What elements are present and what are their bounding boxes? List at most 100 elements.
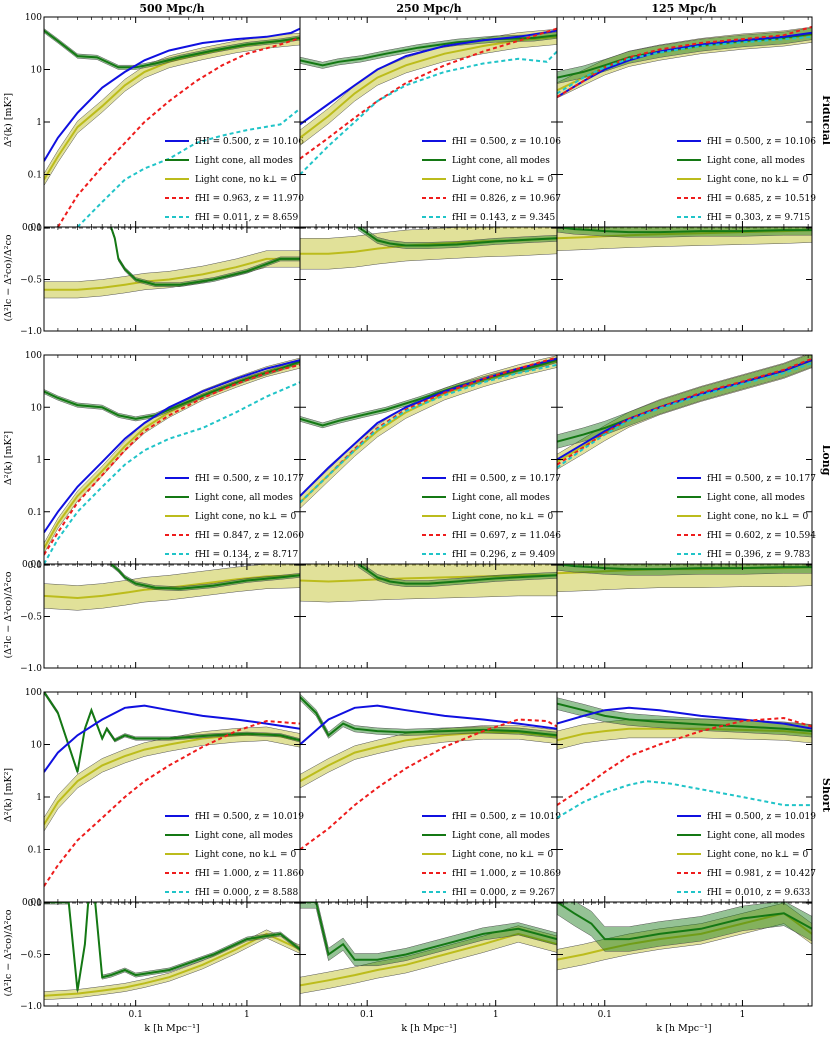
- series-line-ref: [300, 29, 557, 126]
- series-line-lc_all: [110, 564, 300, 590]
- legend-label-lc_nok: Light cone, no k⊥ = 0: [452, 175, 553, 185]
- series-line-lc_all: [357, 227, 557, 247]
- y-tick-label: −1.0: [20, 327, 42, 337]
- legend-label-ref: fHI = 0.500, z = 10.177: [707, 474, 816, 484]
- plot-area: [44, 692, 300, 887]
- power-panel: 0.1 1 10 100 fHI = 0.500, z = 10.019 Light co…: [25, 688, 304, 903]
- series-line-hi: [557, 357, 812, 466]
- column-title-125: 125 Mpc/h: [651, 2, 716, 15]
- series-line-hi: [57, 36, 300, 227]
- power-panel: 0.1 1 10 100 fHI = 0.500, z = 10.106 Light co…: [25, 13, 304, 228]
- series-line-lo: [76, 107, 300, 227]
- legend-label-hi: fHI = 0.685, z = 10.519: [707, 194, 816, 204]
- series-line-ref: [44, 704, 300, 773]
- band-lc_nok: [300, 227, 557, 270]
- panel-short-1: 0.1 1 10 100 fHI = 0.500, z = 10.019 Light co…: [20, 688, 304, 1020]
- ratio-panel: [299, 226, 558, 332]
- y-tick-label: −0.5: [20, 276, 42, 286]
- plot-area: [300, 902, 557, 994]
- band-lc_all: [110, 227, 300, 287]
- legend-label-lo: fHI = 0.010, z = 9.633: [707, 888, 811, 898]
- row-label-long: Long: [820, 445, 830, 476]
- ratio-panel: 0.1 1: [299, 901, 558, 1020]
- series-line-lc_all: [557, 227, 812, 234]
- legend: fHI = 0.500, z = 10.177 Light cone, all m…: [422, 474, 561, 560]
- legend-label-lc_all: Light cone, all modes: [452, 831, 550, 841]
- legend-label-lc_all: Light cone, all modes: [452, 493, 550, 503]
- plot-area: [44, 357, 300, 564]
- legend-label-hi: fHI = 1.000, z = 10.869: [452, 869, 561, 879]
- x-axis-labels: k [h Mpc⁻¹] k [h Mpc⁻¹] k [h Mpc⁻¹]: [144, 1023, 711, 1034]
- series-line-hi: [300, 27, 557, 160]
- plot-area: [557, 227, 812, 251]
- ratio-panel: −1.0 −0.5 0.00.01: [20, 560, 301, 674]
- plot-area: [300, 355, 557, 509]
- series-line-ref: [44, 359, 300, 534]
- series-line-lc_nok: [300, 932, 557, 987]
- y-tick-label: 0.01: [22, 560, 42, 570]
- series-line-ref: [44, 27, 300, 162]
- plot-area: [300, 227, 557, 270]
- y-tick-label: 1: [36, 118, 42, 128]
- y-tick-label: −1.0: [20, 664, 42, 674]
- series-line-lo: [300, 363, 557, 504]
- legend-label-lc_nok: Light cone, no k⊥ = 0: [452, 850, 553, 860]
- series-line-hi: [300, 718, 557, 851]
- legend-label-lc_nok: Light cone, no k⊥ = 0: [195, 850, 296, 860]
- plot-area: [44, 27, 300, 227]
- legend-label-lo: fHI = 0.396, z = 9.783: [707, 550, 811, 560]
- series-line-lc_all: [110, 227, 300, 286]
- plot-area: [557, 697, 812, 819]
- y-label-power-fiducial: Δ²(k) [mK²]: [3, 93, 14, 147]
- legend-label-ref: fHI = 0.500, z = 10.106: [707, 137, 816, 147]
- y-tick-label: 100: [25, 351, 42, 361]
- series-line-hi: [557, 25, 812, 98]
- band-lc_nok: [44, 357, 300, 554]
- ratio-panel: −1.0 −0.5 0.00.01: [20, 223, 301, 337]
- band-lc_all: [357, 227, 557, 249]
- series-line-lc_nok: [300, 731, 557, 783]
- series-line-lc_all: [557, 902, 812, 941]
- y-tick-label: 1: [36, 793, 42, 803]
- band-lc_all: [300, 31, 557, 69]
- series-line-lo: [557, 35, 812, 95]
- series-line-lc_nok: [300, 35, 557, 139]
- legend: fHI = 0.500, z = 10.106 Light cone, all m…: [165, 137, 304, 223]
- series-line-lo: [44, 381, 300, 564]
- legend-label-lc_nok: Light cone, no k⊥ = 0: [195, 175, 296, 185]
- series-line-hi: [44, 719, 300, 887]
- legend-label-ref: fHI = 0.500, z = 10.106: [452, 137, 561, 147]
- plot-area: [557, 25, 812, 99]
- band-lc_nok: [44, 726, 300, 832]
- series-line-lc_nok: [44, 932, 300, 997]
- legend-label-lo: fHI = 0.134, z = 8.717: [195, 550, 299, 560]
- y-label-power-short: Δ²(k) [mK²]: [3, 768, 14, 822]
- ratio-panel: 0.1 1: [556, 901, 813, 1020]
- panel-short-2: fHI = 0.500, z = 10.019 Light cone, all m…: [299, 691, 561, 1020]
- legend-label-hi: fHI = 0.981, z = 10.427: [707, 869, 816, 879]
- series-line-hi: [44, 363, 300, 556]
- power-panel: fHI = 0.500, z = 10.019 Light cone, all m…: [299, 691, 561, 903]
- series-line-lo: [557, 780, 812, 819]
- legend-label-ref: fHI = 0.500, z = 10.177: [452, 474, 561, 484]
- legend-label-lo: fHI = 0.143, z = 9.345: [452, 213, 556, 223]
- series-line-lc_all: [44, 692, 300, 773]
- legend-label-lo: fHI = 0.000, z = 8.588: [195, 888, 299, 898]
- column-title-500: 500 Mpc/h: [139, 2, 204, 15]
- column-title-250: 250 Mpc/h: [396, 2, 461, 15]
- plot-area: [557, 355, 812, 470]
- row-label-short: Short: [820, 778, 830, 813]
- x-tick-label: 0.1: [360, 1010, 374, 1020]
- y-tick-label: 0.1: [28, 508, 42, 518]
- y-tick-label: 100: [25, 688, 42, 698]
- plot-area: [44, 902, 300, 1001]
- series-line-lo: [557, 362, 812, 469]
- y-tick-label: 0.0: [28, 224, 43, 234]
- panel-fiducial-2: fHI = 0.500, z = 10.106 Light cone, all m…: [299, 16, 561, 332]
- row-label-fiducial: Fiducial: [820, 95, 830, 145]
- legend: fHI = 0.500, z = 10.177 Light cone, all m…: [677, 474, 816, 560]
- y-tick-label: 0.1: [28, 171, 42, 181]
- series-line-lc_all: [557, 702, 812, 733]
- x-label-col-2: k [h Mpc⁻¹]: [401, 1023, 456, 1034]
